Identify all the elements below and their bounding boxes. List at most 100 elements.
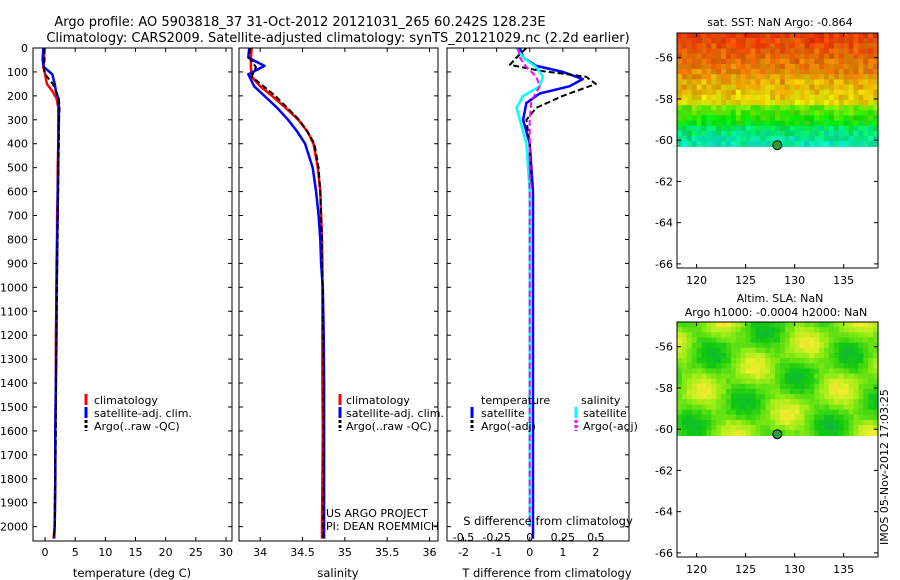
map-cell [843, 53, 850, 60]
map-cell [848, 378, 855, 385]
map-cell [711, 352, 717, 359]
map-cell [765, 79, 771, 86]
map-cell [740, 389, 747, 395]
map-cell [770, 373, 776, 380]
map-cell [863, 358, 869, 364]
map-cell [677, 383, 683, 390]
map-cell [804, 105, 810, 111]
map-cell [809, 94, 815, 101]
map-cell [784, 89, 791, 96]
map-cell [711, 414, 717, 421]
map-cell [848, 327, 855, 333]
map-cell [784, 63, 791, 70]
map-cell [721, 110, 727, 117]
map-cell [706, 58, 712, 65]
map-cell [824, 358, 830, 364]
map-cell [784, 115, 791, 122]
map-cell [770, 394, 776, 400]
map-cell [858, 141, 864, 147]
map-cell [838, 358, 845, 364]
map-cell [765, 430, 771, 436]
map-cell [681, 430, 688, 436]
map-cell [789, 394, 796, 400]
map-cell [755, 404, 761, 411]
map-cell [730, 110, 737, 117]
map-cell [828, 425, 835, 431]
map-cell [677, 378, 683, 385]
map-cell [716, 53, 722, 60]
map-cell [819, 105, 825, 111]
map-cell [691, 327, 698, 333]
map-cell [858, 322, 864, 328]
map-cell [775, 383, 781, 390]
map-cell [696, 120, 703, 127]
map-cell [838, 425, 845, 431]
map-cell [858, 342, 864, 349]
map-cell [711, 378, 717, 385]
map-cell [853, 38, 859, 44]
map-cell [706, 115, 712, 122]
map-cell [848, 389, 855, 395]
map-cell [730, 125, 737, 132]
map-cell [716, 363, 722, 369]
map-cell [828, 63, 835, 70]
map-cell [730, 43, 737, 50]
map-cell [814, 48, 820, 55]
map-cell [677, 373, 683, 380]
map-cell [691, 38, 698, 44]
map-cell [853, 414, 859, 421]
map-cell [814, 79, 820, 86]
map-cell [784, 53, 791, 60]
map-cell [794, 389, 801, 395]
map-cell [853, 100, 859, 106]
map-cell [833, 136, 840, 142]
map-cell [809, 63, 815, 70]
map-cell [677, 394, 683, 400]
map-cell [833, 110, 840, 117]
map-cell [730, 394, 737, 400]
map-cell [740, 130, 747, 137]
map-cell [819, 337, 825, 344]
map-cell [750, 430, 757, 436]
sla-map-subtitle: Argo h1000: -0.0004 h2000: NaN [685, 306, 868, 319]
map-cell [745, 347, 752, 354]
map-cell [765, 120, 771, 127]
map-cell [696, 63, 703, 70]
map-cell [775, 89, 781, 96]
map-cell [765, 352, 771, 359]
map-cell [711, 48, 717, 55]
map-cell [735, 383, 742, 390]
map-cell [735, 394, 742, 400]
map-cell [740, 368, 747, 375]
map-cell [760, 322, 766, 328]
map-cell [691, 43, 698, 50]
map-cell [824, 368, 830, 375]
map-cell [858, 125, 864, 132]
map-cell [775, 327, 781, 333]
map-cell [726, 74, 732, 80]
map-cell [721, 48, 727, 55]
map-cell [809, 100, 815, 106]
map-cell [770, 100, 776, 106]
map-cell [706, 389, 712, 395]
map-cell [775, 79, 781, 86]
map-cell [750, 399, 757, 406]
map-cell [809, 389, 815, 395]
map-cell [779, 352, 786, 359]
map-cell [809, 409, 815, 416]
map-cell [750, 38, 757, 44]
map-cell [873, 38, 879, 44]
map-cell [819, 141, 825, 147]
map-cell [701, 115, 708, 122]
map-cell [701, 130, 708, 137]
map-cell [789, 378, 796, 385]
map-cell [677, 404, 683, 411]
map-cell [868, 141, 874, 147]
y-tick-label: 1300 [0, 353, 28, 366]
map-cell [804, 58, 810, 65]
map-cell [775, 136, 781, 142]
map-cell [735, 358, 742, 364]
map-cell [824, 94, 830, 101]
map-cell [848, 89, 855, 96]
